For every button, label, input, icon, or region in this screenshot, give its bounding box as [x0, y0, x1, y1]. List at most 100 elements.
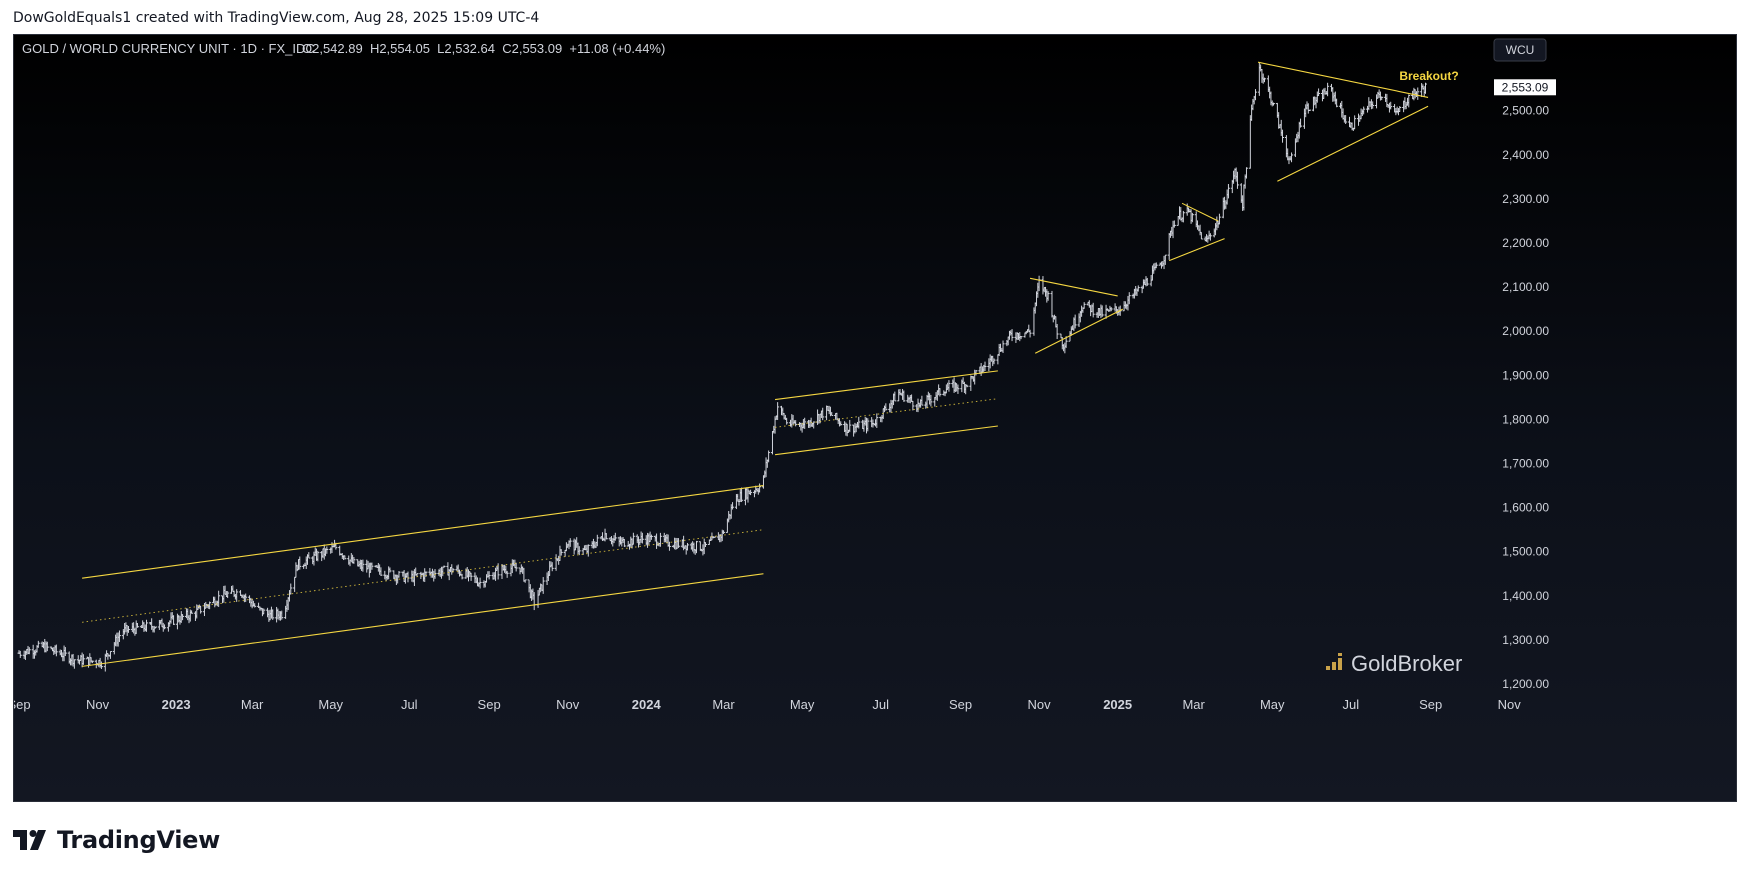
ohlc-bar: [27, 647, 31, 655]
chart-credit: DowGoldEquals1 created with TradingView.…: [13, 10, 540, 26]
ohlc-bar: [352, 556, 356, 564]
y-tick-label: 2,300.00: [1502, 192, 1549, 206]
trend-line[interactable]: [82, 485, 764, 579]
ohlc-bar: [947, 380, 951, 392]
ohlc-bar: [1050, 290, 1054, 318]
ohlc-bar: [262, 608, 266, 615]
ohlc-bar: [523, 579, 527, 583]
breakout-annotation: Breakout?: [1399, 69, 1458, 83]
y-tick-label: 1,500.00: [1502, 545, 1549, 559]
trend-line[interactable]: [82, 573, 764, 667]
ohlc-bar: [1073, 314, 1077, 329]
ohlc-bar: [1190, 212, 1194, 223]
ohlc-bar: [974, 370, 978, 376]
ohlc-bar: [1299, 118, 1303, 128]
ohlc-bar: [1248, 115, 1252, 169]
last-price-label: [1494, 79, 1556, 96]
tradingview-icon: [13, 830, 46, 850]
ohlc-bar: [676, 538, 680, 548]
ohlc-bar: [36, 640, 40, 648]
ohlc-bar: [514, 562, 518, 572]
ohlc-bar: [117, 630, 121, 642]
ohlc-bar: [613, 532, 617, 541]
ohlc-bar: [487, 571, 491, 580]
trend-line[interactable]: [774, 425, 998, 456]
unit-badge[interactable]: [1493, 38, 1547, 62]
x-tick-label: Mar: [1182, 697, 1205, 712]
trend-line[interactable]: [1168, 238, 1225, 262]
y-tick-label: 1,700.00: [1502, 457, 1549, 471]
trend-line[interactable]: [82, 529, 764, 623]
ohlc-bar: [1091, 302, 1095, 318]
tradingview-wordmark: TradingView: [57, 826, 220, 854]
ohlc-bar: [554, 554, 558, 571]
x-tick-label: 2024: [632, 697, 662, 712]
ohlc-bar: [884, 403, 888, 411]
ohlc-bar: [996, 354, 1000, 365]
ohlc-bar: [1335, 98, 1339, 108]
tradingview-logo[interactable]: TradingView: [13, 826, 220, 854]
ohlc-bar: [1244, 167, 1248, 179]
trend-line[interactable]: [1029, 277, 1118, 297]
symbol-title: GOLD / WORLD CURRENCY UNIT · 1D · FX_IDC: [22, 41, 315, 56]
x-tick-label: 2023: [162, 697, 191, 712]
ohlc-bar: [253, 603, 257, 608]
price-axis[interactable]: 1,200.00 1,300.00 1,400.00 1,500.00 1,600.00…: [1502, 104, 1549, 691]
ohlc-bar: [685, 542, 689, 551]
trend-line[interactable]: [774, 398, 998, 428]
ohlc-bar: [1127, 292, 1131, 305]
ohlc-bar: [1100, 305, 1104, 317]
ohlc-bar: [559, 549, 563, 556]
ohlc-bar: [1109, 307, 1113, 312]
ohlc-bar: [956, 384, 960, 394]
ohlc-bar: [902, 390, 906, 402]
x-tick-label: 2025: [1103, 697, 1132, 712]
y-tick-label: 2,400.00: [1502, 148, 1549, 162]
ohlc-bar: [361, 559, 365, 572]
ohlc-bar: [595, 534, 599, 547]
ohlc-bar: [731, 502, 735, 510]
x-tick-label: Mar: [241, 697, 264, 712]
ohlc-bar: [541, 577, 545, 594]
ohlc-bar: [965, 384, 969, 388]
ohlc-bar: [81, 654, 85, 665]
ohlc-bar: [1272, 102, 1276, 106]
ohlc-bar: [442, 565, 446, 568]
ohlc-bar: [293, 576, 297, 592]
ohlc-bar: [1145, 277, 1149, 286]
trend-line[interactable]: [774, 370, 998, 401]
chart-panel[interactable]: 1,200.00 1,300.00 1,400.00 1,500.00 1,600.00…: [13, 34, 1737, 802]
price-chart[interactable]: 1,200.00 1,300.00 1,400.00 1,500.00 1,600.00…: [14, 35, 1737, 802]
y-tick-label: 2,500.00: [1502, 104, 1549, 118]
y-tick-label: 2,000.00: [1502, 324, 1549, 338]
ohlc-bar: [54, 644, 58, 657]
ohlc-bar: [1389, 101, 1393, 110]
x-tick-label: Sep: [478, 697, 501, 712]
ohlc-bar: [172, 615, 176, 625]
y-tick-label: 1,900.00: [1502, 368, 1549, 382]
ohlc-bar: [217, 590, 221, 607]
trend-line[interactable]: [1181, 202, 1219, 222]
ohlc-bar: [181, 614, 185, 621]
y-tick-label: 2,200.00: [1502, 236, 1549, 250]
ohlc-bar: [722, 530, 726, 534]
pattern-lines: [82, 61, 1429, 667]
ohlc-bar: [289, 583, 293, 595]
ohlc-bar: [280, 610, 284, 620]
x-tick-label: Jul: [401, 697, 418, 712]
ohlc-bar: [325, 546, 329, 554]
x-tick-label: Mar: [712, 697, 735, 712]
trend-line[interactable]: [1277, 105, 1429, 182]
ohlc-bar: [1308, 109, 1312, 112]
ohlc-bar: [532, 592, 536, 611]
trend-line[interactable]: [1034, 308, 1124, 354]
trend-line[interactable]: [1257, 61, 1429, 99]
ohlc-bar: [1398, 106, 1402, 113]
ohlc-bar: [568, 538, 572, 547]
ohlc-bar: [45, 641, 49, 652]
ohlc-bar: [271, 609, 275, 620]
ohlc-bar: [298, 556, 302, 570]
ohlc-bar: [1082, 302, 1086, 309]
ohlc-bar: [90, 660, 94, 664]
time-axis[interactable]: Sep Nov 2023 Mar May Jul Sep Nov 2024 Mar May Jul Se…: [14, 697, 1521, 712]
